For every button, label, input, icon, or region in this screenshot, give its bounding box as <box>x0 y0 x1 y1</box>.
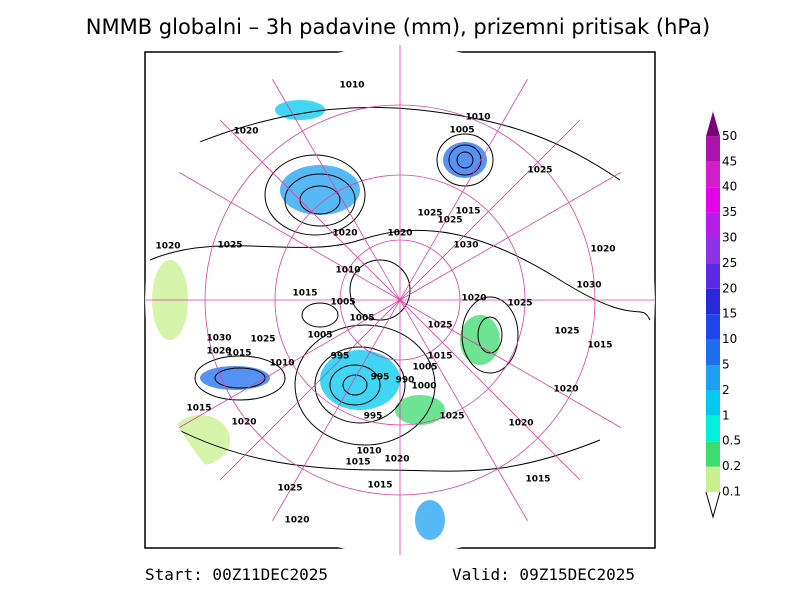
colorbar-label: 35 <box>722 205 737 219</box>
colorbar-label: 40 <box>722 180 737 194</box>
isobar-label: 995 <box>331 352 350 362</box>
colorbar-segment <box>706 263 720 289</box>
isobar-label: 995 <box>364 412 383 422</box>
colorbar-top <box>706 111 720 137</box>
colorbar-label: 0.2 <box>722 459 741 473</box>
isobar-label: 1005 <box>412 363 437 373</box>
isobar-label: 1025 <box>427 321 452 331</box>
isobar-label: 1020 <box>387 229 412 239</box>
isobar-label: 1015 <box>525 475 550 485</box>
isobar-label: 1025 <box>554 327 579 337</box>
colorbar-segment <box>706 441 720 467</box>
colorbar-segment <box>706 212 720 238</box>
isobar-label: 1015 <box>186 404 211 414</box>
isobar-label: 1020 <box>508 419 533 429</box>
isobar-label: 1010 <box>335 266 360 276</box>
isobar-label: 1020 <box>590 245 615 255</box>
isobar-label: 1015 <box>455 207 480 217</box>
colorbar-segment <box>706 314 720 340</box>
title: NMMB globalni – 3h padavine (mm), prizem… <box>86 15 710 39</box>
colorbar-label: 45 <box>722 154 737 168</box>
isobar-label: 1025 <box>527 166 552 176</box>
isobar-label: 995 <box>371 373 390 383</box>
colorbar-label: 50 <box>722 129 737 143</box>
isobar-label: 1005 <box>330 298 355 308</box>
isobar-label: 1025 <box>250 335 275 345</box>
isobar-label: 1020 <box>233 127 258 137</box>
colorbar-segment <box>706 161 720 188</box>
isobar-label: 1020 <box>155 242 180 252</box>
isobar-label: 1005 <box>307 331 332 341</box>
start-time: Start: 00Z11DEC2025 <box>145 565 328 584</box>
isobar-label: 1030 <box>206 334 231 344</box>
colorbar-label: 15 <box>722 307 737 321</box>
isobar-label: 1015 <box>292 289 317 299</box>
colorbar-segment <box>706 238 720 264</box>
isobar-label: 1000 <box>411 382 436 392</box>
colorbar-label: 5 <box>722 358 730 372</box>
isobar-label: 1030 <box>576 281 601 291</box>
colorbar-label: 20 <box>722 281 737 295</box>
isobar-label: 1025 <box>277 484 302 494</box>
isobar-label: 1005 <box>349 314 374 324</box>
isobar-label: 1025 <box>507 299 532 309</box>
colorbar-segment <box>706 136 720 162</box>
isobar-label: 1020 <box>206 347 231 357</box>
colorbar-segment <box>706 288 720 315</box>
isobar-label: 1020 <box>284 516 309 526</box>
isobar-label: 1010 <box>269 359 294 369</box>
colorbar-label: 10 <box>722 332 737 346</box>
isobar-label: 1015 <box>226 349 251 359</box>
colorbar-label: 25 <box>722 256 737 270</box>
isobar-label: 1010 <box>356 447 381 457</box>
isobar-label: 1015 <box>367 481 392 491</box>
colorbar-segment <box>706 415 720 442</box>
isobar-label: 1025 <box>439 412 464 422</box>
isobar-label: 1010 <box>339 81 364 91</box>
isobar-label: 1025 <box>437 216 462 226</box>
isobar-label: 1015 <box>587 341 612 351</box>
isobar-label: 1015 <box>427 352 452 362</box>
isobar-label: 1020 <box>553 385 578 395</box>
colorbar-label: 30 <box>722 231 737 245</box>
isobar-label: 1020 <box>461 294 486 304</box>
colorbar-segment <box>706 466 720 492</box>
colorbar-bottom <box>705 491 721 519</box>
isobar-label: 1025 <box>417 209 442 219</box>
isobar-label: 1020 <box>231 418 256 428</box>
colorbar-label: 0.1 <box>722 485 741 499</box>
colorbar-segment <box>706 187 720 213</box>
isobar-label: 1030 <box>453 241 478 251</box>
isobar-label: 1020 <box>332 229 357 239</box>
colorbar-label: 2 <box>722 383 730 397</box>
map <box>145 45 655 555</box>
colorbar-segment <box>706 365 720 391</box>
isobar-label: 1015 <box>345 458 370 468</box>
isobar-label: 1020 <box>384 455 409 465</box>
colorbar-label: 0.5 <box>722 434 741 448</box>
valid-time: Valid: 09Z15DEC2025 <box>452 565 635 584</box>
isobar-label: 990 <box>396 376 415 386</box>
colorbar-label: 1 <box>722 408 730 422</box>
colorbar-segment <box>706 390 720 416</box>
isobar-label: 1010 <box>465 113 490 123</box>
colorbar-segment <box>706 339 720 365</box>
isobar-label: 1025 <box>217 241 242 251</box>
isobar-label: 1005 <box>449 126 474 136</box>
